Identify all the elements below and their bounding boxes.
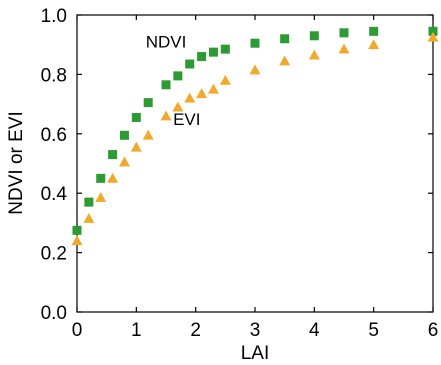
annotations: NDVI EVI [146,33,201,129]
ndvi-point [119,130,129,140]
evi-point [130,141,142,152]
x-axis-title: LAI [241,343,270,364]
evi-point [118,156,130,167]
x-tick-label: 0 [72,320,83,341]
ndvi-point [369,26,379,36]
ndvi-point [250,38,260,48]
evi-point [172,101,184,112]
evi-point [279,55,291,66]
y-axis: 0.0 0.2 0.4 0.6 0.8 1.0 [41,6,433,324]
ndvi-point [161,80,171,90]
y-axis-title: NDVI or EVI [6,111,27,214]
y-tick-label: 0.2 [41,244,67,265]
y-tick-label: 0.8 [41,65,67,86]
x-tick-label: 6 [428,320,439,341]
y-tick-label: 0.4 [41,184,68,205]
x-axis: 0 1 2 3 4 5 6 [72,15,439,341]
ndvi-point [339,28,349,38]
ndvi-point [96,173,106,183]
series-evi [71,31,439,246]
evi-point [368,39,380,50]
ndvi-point [185,59,195,69]
evi-point [95,192,107,203]
annotation-label: NDVI [146,33,187,52]
x-tick-label: 4 [309,320,320,341]
ndvi-point [428,26,438,36]
ndvi-point [131,112,141,122]
plot-area [76,14,434,313]
ndvi-point [108,150,118,160]
ndvi-point [208,47,218,57]
plot-frame [76,14,434,313]
evi-point [184,92,196,103]
evi-point [249,64,261,75]
evi-point [207,83,219,94]
x-tick-label: 1 [131,320,142,341]
evi-point [71,235,83,246]
evi-point [338,43,350,54]
x-tick-label: 5 [368,320,379,341]
ndvi-point [309,31,319,41]
y-tick-label: 0.0 [41,303,67,324]
series-ndvi [72,26,438,235]
ndvi-point [72,225,82,235]
evi-point [142,129,154,140]
ndvi-point [220,44,230,54]
evi-point [196,88,208,99]
ndvi-point [143,98,153,108]
ndvi-point [173,71,183,81]
evi-point [83,212,95,223]
x-tick-label: 2 [190,320,201,341]
evi-point [160,110,172,121]
ndvi-point [84,197,94,207]
evi-point [427,31,439,42]
ndvi-point [197,52,207,62]
annotation-label: EVI [173,110,200,129]
y-tick-label: 0.6 [41,125,67,146]
evi-point [219,74,231,85]
y-tick-label: 1.0 [41,6,67,27]
x-tick-label: 3 [250,320,261,341]
evi-point [107,172,119,183]
ndvi-point [280,34,290,44]
evi-point [308,49,320,60]
